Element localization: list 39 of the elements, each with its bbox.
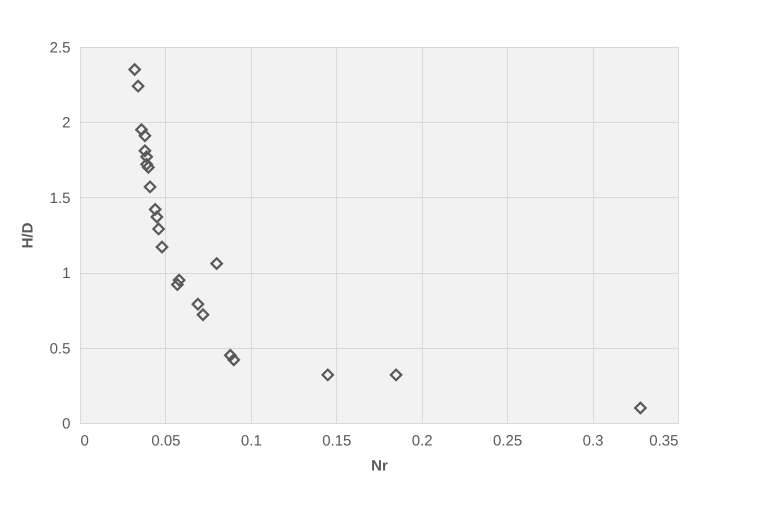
point bbox=[227, 353, 240, 366]
point bbox=[140, 150, 153, 164]
point bbox=[196, 308, 210, 322]
point bbox=[144, 180, 156, 194]
y-tick-label: 2 bbox=[62, 114, 70, 132]
x-tick-label: 0.1 bbox=[240, 432, 262, 450]
point bbox=[156, 240, 168, 254]
point bbox=[135, 123, 148, 136]
point bbox=[321, 368, 334, 382]
point bbox=[138, 129, 152, 142]
y-tick-label: 1 bbox=[62, 265, 70, 282]
point bbox=[150, 210, 164, 224]
x-tick-label: 0.2 bbox=[412, 432, 433, 450]
point bbox=[148, 203, 162, 216]
point bbox=[224, 348, 237, 362]
point bbox=[172, 274, 186, 286]
x-tick-label: 0.35 bbox=[649, 432, 678, 450]
x-axis-title: Nr bbox=[371, 458, 388, 474]
x-tick-label: 0.05 bbox=[151, 432, 181, 450]
x-tick-label: 0 bbox=[80, 432, 89, 450]
point bbox=[138, 144, 152, 158]
x-tick-label: 0.25 bbox=[493, 432, 522, 450]
x-tick-label: 0.15 bbox=[322, 432, 352, 450]
point bbox=[152, 222, 165, 236]
point bbox=[390, 368, 402, 382]
y-tick-label: 1.5 bbox=[50, 190, 70, 207]
point bbox=[140, 158, 153, 171]
y-tick-label: 0.5 bbox=[50, 340, 70, 358]
point bbox=[634, 402, 647, 414]
y-tick-label: 0 bbox=[62, 416, 70, 432]
y-axis-title: H/D bbox=[20, 222, 37, 248]
x-tick-label: 0.3 bbox=[582, 432, 604, 450]
point bbox=[171, 278, 184, 291]
point bbox=[192, 298, 204, 311]
point bbox=[132, 80, 144, 92]
point bbox=[142, 160, 155, 174]
point bbox=[210, 257, 224, 270]
point bbox=[128, 63, 142, 76]
y-tick-label: 2.5 bbox=[50, 40, 70, 56]
